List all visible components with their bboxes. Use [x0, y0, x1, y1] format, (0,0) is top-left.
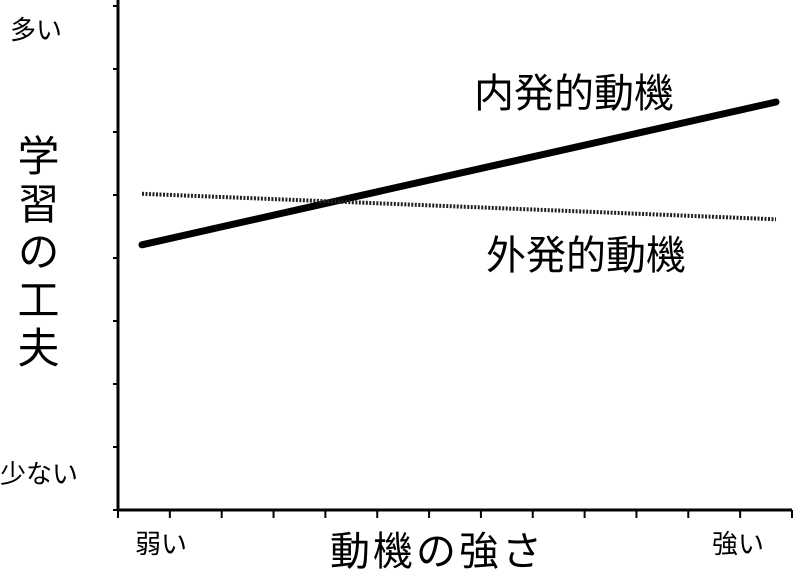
series-label-extrinsic: 外発的動機	[486, 233, 686, 279]
x-axis-low-label: 弱い	[135, 530, 188, 560]
x-axis-title: 動機の強さ	[330, 529, 545, 575]
axis-ticks	[113, 5, 793, 518]
y-axis-high-label: 多い	[10, 16, 63, 46]
y-axis-title: 学習の工夫	[11, 134, 60, 374]
x-axis-high-label: 強い	[712, 530, 765, 560]
series-line-intrinsic	[138, 98, 780, 249]
series-line-extrinsic	[141, 191, 777, 222]
series-label-intrinsic: 内発的動機	[474, 71, 674, 117]
y-axis-low-label: 少ない	[0, 460, 79, 490]
series-lines	[138, 98, 780, 249]
axes	[116, 0, 792, 512]
